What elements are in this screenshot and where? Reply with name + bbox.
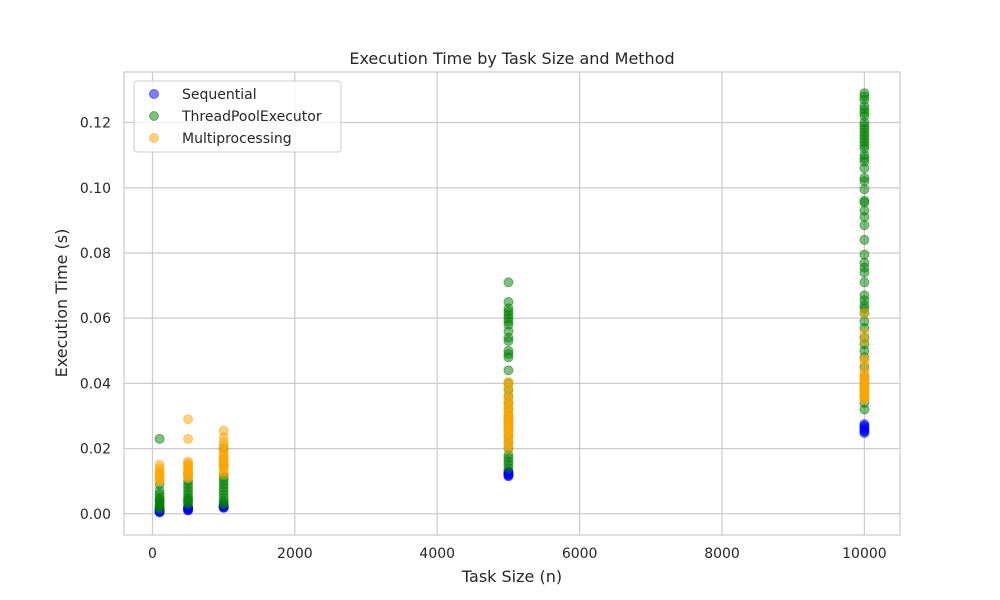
x-tick-label: 4000: [419, 546, 455, 562]
multiprocessing-point: [859, 335, 870, 346]
x-axis-ticks: 0 2000 4000 6000 8000 10000: [148, 546, 887, 562]
y-axis-label: Execution Time (s): [52, 229, 71, 378]
y-tick-label: 0.02: [80, 442, 111, 458]
threadpoolexecutor-point: [859, 184, 870, 195]
multiprocessing-point: [503, 443, 514, 454]
legend-marker-multiprocessing: [149, 133, 159, 143]
multiprocessing-point: [218, 469, 229, 480]
threadpoolexecutor-point: [503, 352, 514, 363]
y-tick-label: 0.10: [80, 181, 111, 197]
chart-title: Execution Time by Task Size and Method: [349, 49, 674, 68]
x-tick-label: 10000: [842, 546, 887, 562]
threadpoolexecutor-point: [859, 404, 870, 415]
x-tick-label: 2000: [277, 546, 313, 562]
legend-box: [133, 80, 342, 153]
multiprocessing-point: [154, 476, 165, 487]
legend-label-sequential: Sequential: [182, 87, 257, 103]
threadpoolexecutor-point: [859, 267, 870, 278]
multiprocessing-point: [859, 357, 870, 368]
multiprocessing-point: [859, 394, 870, 405]
x-tick-label: 0: [148, 546, 157, 562]
threadpoolexecutor-point: [859, 176, 870, 187]
y-tick-label: 0.06: [80, 311, 111, 327]
threadpoolexecutor-point: [154, 433, 165, 444]
legend-marker-threadpoolexecutor: [149, 111, 159, 121]
threadpoolexecutor-point: [859, 234, 870, 245]
x-axis-label: Task Size (n): [461, 567, 562, 586]
y-axis-ticks: 0.00 0.02 0.04 0.06 0.08 0.10 0.12: [80, 116, 111, 523]
legend-label-threadpoolexecutor: ThreadPoolExecutor: [181, 109, 322, 125]
legend-label-multiprocessing: Multiprocessing: [182, 131, 292, 147]
multiprocessing-point: [859, 308, 870, 319]
multiprocessing-point: [183, 433, 194, 444]
threadpoolexecutor-point: [859, 197, 870, 208]
sequential-point: [859, 419, 870, 430]
y-tick-label: 0.08: [80, 246, 111, 262]
x-tick-label: 6000: [562, 546, 598, 562]
y-tick-label: 0.12: [80, 116, 111, 132]
legend-marker-sequential: [149, 89, 159, 99]
y-tick-label: 0.00: [80, 507, 111, 523]
scatter-points: [154, 88, 870, 518]
threadpoolexecutor-point: [218, 499, 229, 510]
threadpoolexecutor-point: [859, 277, 870, 288]
threadpoolexecutor-point: [183, 499, 194, 510]
y-tick-label: 0.04: [80, 376, 111, 392]
legend: Sequential ThreadPoolExecutor Multiprocess…: [133, 80, 342, 153]
multiprocessing-point: [859, 327, 870, 338]
threadpoolexecutor-point: [859, 212, 870, 223]
threadpoolexecutor-point: [503, 463, 514, 474]
multiprocessing-point: [183, 414, 194, 425]
multiprocessing-point: [183, 472, 194, 483]
threadpoolexecutor-point: [859, 249, 870, 260]
threadpoolexecutor-point: [503, 335, 514, 346]
threadpoolexecutor-point: [154, 503, 165, 514]
threadpoolexecutor-point: [503, 277, 514, 288]
threadpoolexecutor-point: [859, 163, 870, 174]
plot-area-frame: [123, 71, 901, 536]
threadpoolexecutor-point: [859, 220, 870, 231]
x-tick-label: 8000: [704, 546, 740, 562]
threadpoolexecutor-point: [503, 365, 514, 376]
